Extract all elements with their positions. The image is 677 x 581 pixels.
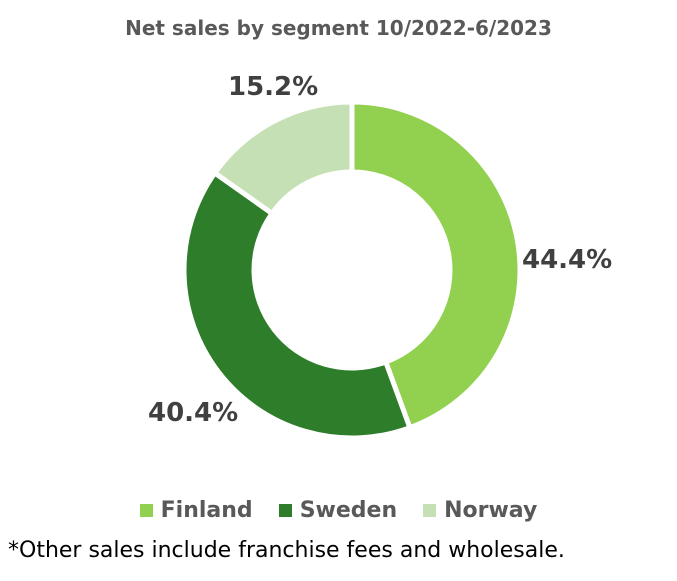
legend-label-finland: Finland [160,498,253,523]
legend-label-norway: Norway [444,498,538,523]
legend-label-sweden: Sweden [299,498,398,523]
legend-item-sweden: Sweden [278,498,398,523]
legend: Finland Sweden Norway [0,498,677,523]
data-label-sweden: 40.4% [148,398,239,428]
legend-item-norway: Norway [423,498,537,523]
legend-item-finland: Finland [139,498,253,523]
footnote: *Other sales include franchise fees and … [8,538,565,563]
data-label-finland: 44.4% [522,245,613,275]
slice-finland [349,99,523,431]
legend-swatch-norway [423,504,437,517]
chart-title: Net sales by segment 10/2022-6/2023 [125,16,552,40]
data-label-norway: 15.2% [228,72,319,102]
legend-swatch-sweden [278,504,292,517]
slice-norway [211,99,355,217]
legend-swatch-finland [139,504,153,517]
donut-chart [181,99,523,441]
slice-sweden [181,169,414,441]
